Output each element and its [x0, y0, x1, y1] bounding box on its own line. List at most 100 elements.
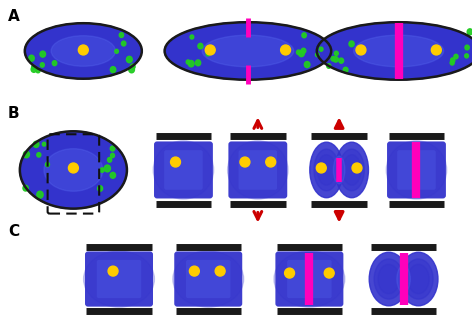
Ellipse shape — [98, 186, 103, 191]
Ellipse shape — [207, 46, 212, 51]
Ellipse shape — [302, 33, 306, 38]
Ellipse shape — [100, 168, 104, 172]
FancyBboxPatch shape — [275, 251, 343, 307]
Ellipse shape — [44, 149, 103, 191]
Ellipse shape — [108, 157, 112, 162]
Ellipse shape — [110, 67, 116, 73]
Ellipse shape — [171, 157, 181, 167]
Ellipse shape — [108, 266, 118, 276]
Ellipse shape — [153, 141, 214, 199]
FancyBboxPatch shape — [164, 150, 203, 190]
Ellipse shape — [190, 35, 194, 39]
Ellipse shape — [296, 50, 301, 54]
Ellipse shape — [304, 61, 310, 68]
Ellipse shape — [397, 266, 410, 292]
Text: A: A — [8, 9, 20, 24]
Ellipse shape — [319, 47, 323, 51]
Ellipse shape — [284, 268, 294, 278]
Ellipse shape — [450, 61, 454, 65]
Ellipse shape — [374, 259, 403, 299]
Ellipse shape — [206, 52, 210, 56]
Ellipse shape — [348, 33, 449, 69]
Ellipse shape — [335, 142, 368, 198]
Ellipse shape — [310, 142, 343, 198]
FancyBboxPatch shape — [397, 150, 436, 190]
Ellipse shape — [190, 266, 200, 276]
Ellipse shape — [431, 45, 441, 55]
Ellipse shape — [349, 41, 354, 47]
FancyBboxPatch shape — [154, 142, 213, 198]
Ellipse shape — [20, 131, 127, 209]
FancyBboxPatch shape — [97, 260, 141, 298]
Ellipse shape — [465, 54, 468, 58]
Ellipse shape — [333, 57, 338, 62]
Ellipse shape — [343, 67, 348, 73]
Ellipse shape — [202, 35, 294, 67]
Ellipse shape — [40, 146, 107, 194]
Ellipse shape — [450, 58, 455, 63]
Ellipse shape — [317, 22, 474, 80]
Ellipse shape — [274, 251, 345, 307]
Ellipse shape — [339, 149, 365, 191]
Ellipse shape — [110, 153, 115, 158]
Ellipse shape — [130, 64, 135, 69]
Ellipse shape — [25, 23, 142, 79]
Ellipse shape — [51, 36, 116, 66]
Ellipse shape — [316, 53, 319, 57]
Ellipse shape — [46, 162, 49, 167]
Ellipse shape — [68, 163, 78, 173]
Ellipse shape — [378, 264, 400, 294]
Ellipse shape — [205, 45, 215, 55]
Ellipse shape — [369, 252, 408, 306]
Ellipse shape — [386, 141, 447, 199]
Text: C: C — [8, 224, 19, 240]
Ellipse shape — [180, 27, 316, 75]
Ellipse shape — [408, 264, 429, 294]
Ellipse shape — [42, 142, 46, 146]
Ellipse shape — [173, 251, 244, 307]
Text: B: B — [8, 106, 19, 120]
Ellipse shape — [127, 56, 132, 63]
Ellipse shape — [316, 163, 326, 173]
Ellipse shape — [36, 28, 131, 74]
Ellipse shape — [119, 33, 124, 38]
Ellipse shape — [334, 51, 338, 55]
Ellipse shape — [129, 67, 135, 73]
Ellipse shape — [32, 65, 35, 69]
Ellipse shape — [299, 50, 304, 57]
Ellipse shape — [339, 58, 344, 63]
Ellipse shape — [121, 41, 126, 46]
FancyBboxPatch shape — [387, 142, 446, 198]
Ellipse shape — [333, 156, 345, 184]
Ellipse shape — [228, 141, 288, 199]
Ellipse shape — [437, 49, 441, 54]
Ellipse shape — [188, 60, 194, 67]
Ellipse shape — [317, 155, 336, 185]
Ellipse shape — [467, 29, 473, 35]
Ellipse shape — [352, 163, 362, 173]
Ellipse shape — [331, 27, 466, 75]
Ellipse shape — [164, 22, 331, 80]
Ellipse shape — [36, 68, 40, 73]
Ellipse shape — [324, 268, 334, 278]
Ellipse shape — [356, 45, 366, 55]
Ellipse shape — [331, 56, 335, 61]
Ellipse shape — [327, 64, 331, 68]
Ellipse shape — [110, 146, 115, 151]
FancyBboxPatch shape — [85, 251, 153, 307]
Ellipse shape — [240, 157, 250, 167]
FancyBboxPatch shape — [186, 260, 230, 298]
Ellipse shape — [195, 60, 201, 66]
Ellipse shape — [29, 138, 117, 202]
Ellipse shape — [23, 185, 28, 191]
Ellipse shape — [29, 55, 34, 61]
Ellipse shape — [83, 251, 155, 307]
Ellipse shape — [40, 63, 44, 67]
Ellipse shape — [198, 43, 203, 49]
Ellipse shape — [454, 54, 458, 59]
Ellipse shape — [104, 165, 110, 172]
Ellipse shape — [115, 49, 118, 53]
Ellipse shape — [266, 157, 276, 167]
Ellipse shape — [354, 35, 444, 67]
Ellipse shape — [33, 141, 39, 148]
